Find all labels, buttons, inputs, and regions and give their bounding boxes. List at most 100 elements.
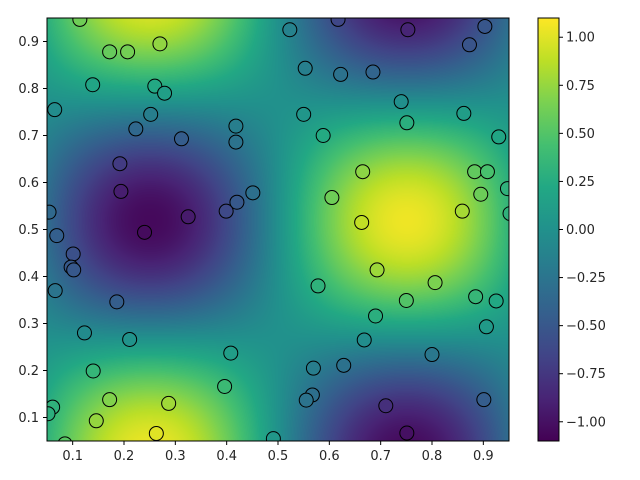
scatter-point xyxy=(265,431,281,441)
colorbar-tick-label: 0.50 xyxy=(566,127,595,142)
x-tick-label: 0.4 xyxy=(216,449,237,464)
scatter-point xyxy=(297,60,313,76)
scatter-point xyxy=(76,325,92,341)
heatmap-area xyxy=(47,18,509,441)
x-tick-label: 0.5 xyxy=(268,449,289,464)
x-tick-label: 0.7 xyxy=(370,449,391,464)
scatter-point xyxy=(369,262,385,278)
scatter-point xyxy=(217,378,233,394)
scatter-point xyxy=(368,308,384,324)
y-tick-label: 0.8 xyxy=(18,82,39,97)
scatter-point xyxy=(88,413,104,429)
scatter-point xyxy=(137,224,153,240)
scatter-point xyxy=(491,129,507,145)
scatter-point xyxy=(354,214,370,230)
scatter-point xyxy=(456,105,472,121)
scatter-point xyxy=(113,183,129,199)
scatter-point xyxy=(393,94,409,110)
scatter-point xyxy=(499,181,509,197)
scatter-point xyxy=(398,292,414,308)
scatter-point xyxy=(102,44,118,60)
y-tick-label: 0.7 xyxy=(18,129,39,144)
x-tick-label: 0.8 xyxy=(422,449,443,464)
scatter-point xyxy=(47,283,63,299)
scatter-point xyxy=(47,204,57,220)
scatter-point xyxy=(399,115,415,131)
colorbar-tick-label: 0.00 xyxy=(566,223,595,238)
scatter-point xyxy=(102,392,118,408)
scatter-point xyxy=(85,77,101,93)
scatter-point xyxy=(296,106,312,122)
scatter-point xyxy=(427,275,443,291)
scatter-point xyxy=(143,106,159,122)
scatter-points xyxy=(47,18,509,441)
scatter-point xyxy=(223,345,239,361)
scatter-point xyxy=(315,128,331,143)
scatter-point xyxy=(473,186,489,202)
x-tick-label: 0.3 xyxy=(165,449,186,464)
x-axis: 0.1 0.2 0.3 0.4 0.5 0.6 0.7 0.8 0.9 xyxy=(62,441,494,464)
scatter-point xyxy=(355,164,371,180)
scatter-point xyxy=(310,278,326,294)
scatter-point xyxy=(120,44,136,60)
scatter-point xyxy=(228,118,244,134)
scatter-point xyxy=(378,398,394,414)
scatter-point xyxy=(109,294,125,310)
scatter-point xyxy=(468,289,484,305)
scatter-point xyxy=(454,203,470,219)
colorbar: 1.00 0.75 0.50 0.25 0.00 −0.25 −0.50 −0.75 −1.00 xyxy=(537,17,606,442)
scatter-point xyxy=(478,319,494,335)
x-tick-label: 0.6 xyxy=(319,449,340,464)
scatter-point xyxy=(400,22,416,38)
scatter-point xyxy=(333,66,349,82)
scatter-point xyxy=(477,18,493,34)
scatter-point xyxy=(148,425,164,441)
scatter-point xyxy=(245,185,261,201)
scatter-point xyxy=(157,85,173,101)
y-tick-label: 0.5 xyxy=(18,223,39,238)
colorbar-tick-label: −1.00 xyxy=(566,415,606,430)
scatter-point xyxy=(173,131,189,147)
y-tick-label: 0.9 xyxy=(18,35,39,50)
scatter-point xyxy=(324,190,340,206)
scatter-point xyxy=(488,293,504,309)
y-tick-label: 0.1 xyxy=(18,411,39,426)
scatter-point xyxy=(161,395,177,411)
scatter-point xyxy=(461,37,477,53)
x-tick-label: 0.9 xyxy=(473,449,494,464)
y-axis: 0.1 0.2 0.3 0.4 0.5 0.6 0.7 0.8 0.9 xyxy=(18,35,47,426)
scatter-point xyxy=(58,436,72,441)
y-tick-label: 0.3 xyxy=(18,317,39,332)
scatter-point xyxy=(49,228,65,244)
scatter-point xyxy=(122,331,138,347)
colorbar-tick-label: −0.50 xyxy=(566,319,606,334)
scatter-point xyxy=(365,64,381,80)
colorbar-tick-label: 1.00 xyxy=(566,31,595,46)
scatter-point xyxy=(47,102,63,118)
scatter-point xyxy=(479,164,495,180)
scatter-point xyxy=(180,209,196,225)
scatter-point xyxy=(424,347,440,363)
y-tick-label: 0.4 xyxy=(18,270,39,285)
colorbar-tick-label: −0.25 xyxy=(566,271,606,286)
scatter-point xyxy=(218,203,234,219)
colorbar-tick-label: 0.75 xyxy=(566,79,595,94)
colorbar-tick-label: −0.75 xyxy=(566,367,606,382)
scatter-point xyxy=(85,363,101,379)
x-tick-label: 0.1 xyxy=(62,449,83,464)
colorbar-tick-label: 0.25 xyxy=(566,175,595,190)
scatter-point xyxy=(72,18,88,27)
scatter-point xyxy=(47,406,56,422)
scatter-point xyxy=(476,392,492,408)
scatter-point xyxy=(112,156,128,172)
scatter-point xyxy=(152,36,168,52)
y-tick-label: 0.2 xyxy=(18,364,39,379)
scatter-point xyxy=(229,194,245,210)
y-tick-label: 0.6 xyxy=(18,176,39,191)
x-tick-label: 0.2 xyxy=(114,449,135,464)
scatter-point xyxy=(65,246,81,262)
scatter-point xyxy=(336,357,352,373)
scatter-point xyxy=(467,164,483,180)
scatter-point xyxy=(282,22,298,38)
